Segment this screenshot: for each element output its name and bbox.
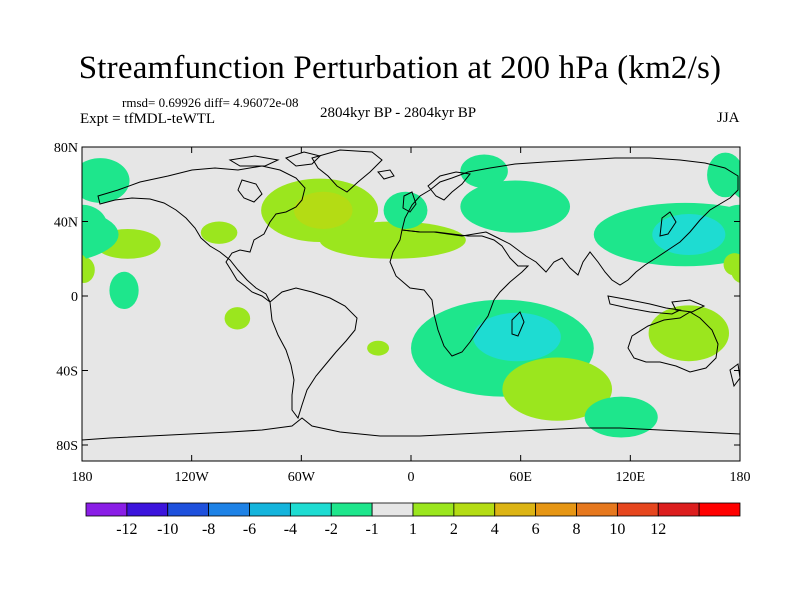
colorbar-label: 10 — [609, 521, 625, 538]
anomaly-region-10 — [383, 191, 428, 229]
colorbar-label: 2 — [450, 521, 458, 538]
anomaly-region-21 — [652, 214, 726, 256]
lon-tick-label: 180 — [730, 470, 751, 485]
anomaly-region-17 — [502, 357, 613, 421]
anomaly-region-13 — [224, 307, 251, 330]
colorbar-swatch — [657, 502, 700, 517]
coastlines — [82, 149, 740, 441]
anomaly-region-6 — [200, 221, 238, 244]
coast-japan — [659, 211, 677, 237]
period-label: 2804kyr BP - 2804kyr BP — [320, 105, 477, 121]
lat-tick-label: 40N — [54, 216, 78, 231]
colorbar-label: -6 — [243, 521, 256, 538]
colorbar-label: -12 — [116, 521, 137, 538]
anomaly-region-16 — [473, 312, 561, 362]
anomaly-region-19-wrap — [82, 161, 86, 189]
lon-tick-label: 120W — [175, 470, 210, 485]
anomaly-region-22-wrap — [82, 254, 88, 275]
colorbar: -12 -10 -8 -6 -4 -2 -1 1 2 4 6 8 10 12 — [85, 502, 741, 538]
colorbar-swatch — [698, 502, 741, 517]
lon-tick-label: 120E — [616, 470, 646, 485]
anomaly-region-12 — [460, 180, 571, 233]
season-label: JJA — [717, 110, 740, 126]
coast-britain — [402, 191, 417, 213]
colorbar-label: 12 — [650, 521, 666, 538]
colorbar-label: -2 — [325, 521, 338, 538]
lon-tick-label: 0 — [408, 470, 415, 485]
colorbar-swatch — [412, 502, 455, 517]
colorbar-label: -1 — [365, 521, 378, 538]
colorbar-swatch — [167, 502, 210, 517]
coast-iceland — [377, 169, 395, 180]
colorbar-label: -4 — [284, 521, 297, 538]
lat-tick-label: 80N — [54, 141, 78, 156]
colorbar-swatch — [576, 502, 618, 517]
plot-title: Streamfunction Perturbation at 200 hPa (… — [78, 50, 722, 86]
colorbar-swatch — [249, 502, 291, 517]
colorbar-label: 6 — [532, 521, 540, 538]
lon-tick-label: 180 — [72, 470, 93, 485]
colorbar-label: 8 — [573, 521, 581, 538]
coast-indonesia — [607, 295, 682, 315]
anomaly-region-19 — [707, 152, 740, 198]
coast-new-zealand — [729, 363, 740, 388]
colorbar-label: 1 — [409, 521, 417, 538]
anomaly-region-20-wrap — [82, 209, 119, 260]
coast-eurasia — [401, 157, 739, 286]
coast-north-america — [97, 165, 306, 303]
anomaly-region-11 — [460, 154, 508, 188]
anomaly-region-18 — [584, 396, 658, 438]
anomaly-region-14 — [367, 340, 390, 356]
colorbar-label: -8 — [202, 521, 215, 538]
lat-tick-label: 80S — [56, 439, 78, 454]
lat-tick-label: 40S — [56, 365, 78, 380]
lon-tick-label: 60E — [509, 470, 532, 485]
coast-hudson-bay — [237, 179, 263, 203]
coast-australia — [627, 311, 719, 373]
anomaly-layer — [82, 152, 740, 438]
anomaly-region-5 — [109, 271, 139, 310]
coast-africa — [389, 229, 530, 357]
stats-label: rmsd= 0.69926 diff= 4.96072e-08 — [122, 95, 299, 110]
longitude-axis: 180 120W 60W 0 60E 120E 180 — [72, 147, 751, 485]
colorbar-swatch — [208, 502, 250, 517]
colorbar-label: 4 — [491, 521, 499, 538]
coast-scandinavia — [427, 171, 471, 201]
colorbar-swatch — [494, 502, 537, 517]
colorbar-swatch — [126, 502, 169, 517]
coast-antarctica — [82, 417, 740, 441]
experiment-label: Expt = tfMDL-teWTL — [80, 111, 216, 127]
colorbar-swatch — [616, 502, 659, 517]
colorbar-swatch — [535, 502, 577, 517]
anomaly-region-9 — [319, 221, 466, 259]
colorbar-swatch — [330, 502, 373, 517]
coast-new-guinea — [671, 299, 706, 313]
anomaly-region-22 — [723, 253, 740, 276]
colorbar-label: -10 — [157, 521, 178, 538]
anomaly-region-8 — [294, 191, 353, 229]
lat-tick-label: 0 — [71, 290, 78, 305]
lon-tick-label: 60W — [288, 470, 316, 485]
coast-madagascar — [511, 311, 525, 337]
latitude-axis: 80N 40N 0 40S 80S — [54, 141, 740, 454]
coast-south-america — [269, 287, 358, 420]
colorbar-swatch — [289, 502, 332, 517]
coast-greenland — [311, 149, 383, 193]
colorbar-swatch — [371, 502, 414, 517]
colorbar-swatch — [453, 502, 496, 517]
anomaly-region-0 — [82, 158, 130, 203]
colorbar-swatch — [85, 502, 128, 517]
